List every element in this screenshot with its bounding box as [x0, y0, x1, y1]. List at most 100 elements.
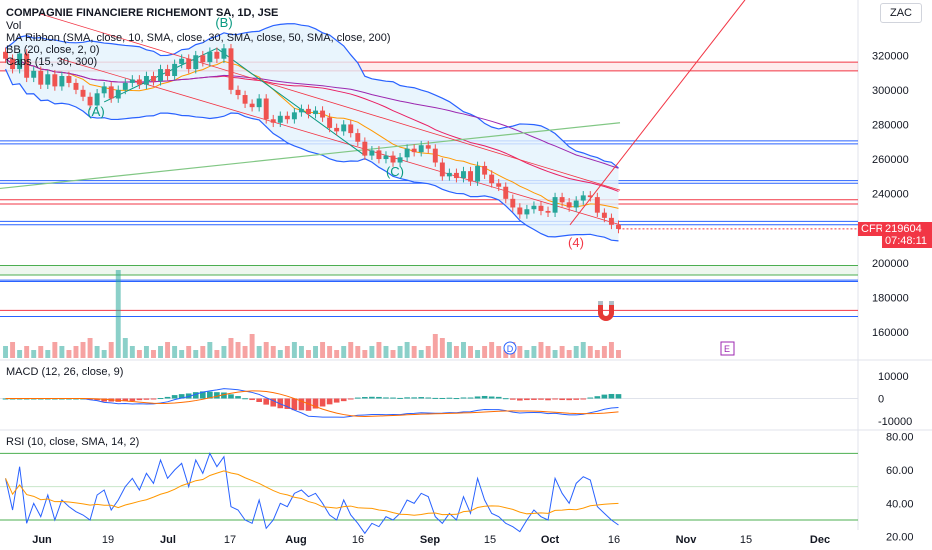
- macd-histogram-bar: [383, 397, 389, 399]
- volume-bar: [242, 346, 248, 358]
- macd-histogram-bar: [333, 398, 340, 403]
- candle-body: [594, 197, 600, 213]
- candle-body: [404, 148, 410, 158]
- macd-histogram-bar: [249, 398, 255, 401]
- macd-histogram-bar: [235, 396, 241, 399]
- dividend-marker-icon[interactable]: [503, 341, 517, 355]
- volume-bar: [101, 350, 107, 358]
- time-tick-label: 17: [224, 534, 236, 546]
- volume-bar: [115, 270, 121, 358]
- level-zone: [0, 62, 858, 71]
- candle-body: [334, 127, 340, 132]
- volume-bar: [186, 346, 192, 358]
- volume-bar: [362, 350, 368, 358]
- candle-body: [475, 165, 481, 182]
- macd-histogram-bar: [171, 395, 178, 399]
- volume-bar: [193, 350, 199, 358]
- trend-channel-lower: [59, 58, 621, 226]
- time-tick-label: Nov: [676, 534, 698, 546]
- macd-histogram-bar: [192, 392, 199, 399]
- candle-body: [313, 110, 318, 115]
- macd-histogram-bar: [439, 397, 446, 399]
- candle-body: [38, 70, 44, 85]
- candle-body: [390, 155, 396, 163]
- candle-body: [552, 197, 558, 213]
- macd-legend[interactable]: MACD (12, 26, close, 9): [6, 366, 124, 378]
- indicator-vol-legend[interactable]: Vol: [6, 20, 22, 32]
- time-tick-label: 16: [608, 534, 620, 546]
- volume-bar: [390, 350, 396, 358]
- candle-body: [122, 82, 128, 90]
- macd-histogram-bar: [418, 397, 425, 399]
- macd-histogram-bar: [474, 396, 481, 399]
- candle-body: [531, 205, 537, 210]
- candle-body: [143, 76, 149, 85]
- price-tick-label: 240000: [872, 189, 909, 201]
- volume-bar: [566, 350, 572, 358]
- candle-body: [601, 212, 607, 218]
- candle-body: [277, 115, 283, 123]
- volume-bar: [207, 342, 213, 358]
- macd-histogram-bar: [531, 398, 537, 400]
- macd-histogram-bar: [509, 398, 516, 400]
- rsi-tick-label: 60.00: [886, 465, 914, 477]
- candle-body: [235, 89, 241, 96]
- macd-histogram-bar: [221, 392, 227, 399]
- time-tick-label: 16: [352, 534, 364, 546]
- candle-body: [31, 70, 37, 78]
- volume-bar: [531, 346, 537, 358]
- candle-body: [214, 51, 220, 59]
- candle-body: [256, 98, 262, 108]
- macd-histogram-bar: [411, 397, 417, 399]
- macd-histogram-bar: [488, 396, 495, 399]
- volume-bar: [235, 342, 241, 358]
- volume-bar: [87, 338, 93, 358]
- indicator-caps-legend[interactable]: Caps (15, 30, 300): [6, 56, 98, 68]
- macd-histogram-bar: [263, 398, 270, 405]
- volume-bar: [341, 346, 347, 358]
- volume-bar: [411, 346, 417, 358]
- time-tick-label: Aug: [285, 534, 306, 546]
- volume-bar: [24, 346, 30, 358]
- volume-bar: [404, 342, 410, 358]
- volume-bar: [503, 350, 509, 358]
- candle-body: [136, 79, 142, 85]
- candle-body: [418, 145, 424, 153]
- time-tick-label: 15: [740, 534, 752, 546]
- candle-body: [24, 53, 30, 78]
- symbol-title[interactable]: COMPAGNIE FINANCIERE RICHEMONT SA, 1D, J…: [6, 7, 279, 19]
- macd-histogram-bar: [587, 397, 594, 399]
- rsi-tick-label: 20.00: [886, 532, 914, 544]
- candle-body: [376, 150, 382, 160]
- rsi-legend[interactable]: RSI (10, close, SMA, 14, 2): [6, 436, 140, 448]
- macd-histogram-bar: [143, 398, 150, 400]
- volume-bar: [298, 346, 304, 358]
- macd-histogram-bar: [129, 398, 136, 401]
- macd-histogram-bar: [481, 395, 488, 399]
- candle-body: [115, 89, 121, 99]
- macd-histogram-bar: [136, 398, 143, 401]
- indicator-bb-legend[interactable]: BB (20, close, 2, 0): [6, 44, 100, 56]
- macd-signal-line: [5, 390, 619, 417]
- macd-histogram-bar: [291, 398, 298, 411]
- volume-bar: [143, 346, 149, 358]
- macd-histogram-bar: [601, 394, 608, 399]
- candle-body: [496, 183, 502, 187]
- candle-body: [207, 51, 213, 63]
- macd-tick-label: 10000: [878, 371, 909, 383]
- indicator-ma-ribbon-legend[interactable]: MA Ribbon (SMA, close, 10, SMA, close, 3…: [6, 32, 391, 44]
- candle-body: [320, 110, 326, 118]
- candle-body: [545, 210, 551, 213]
- earnings-marker-icon[interactable]: [720, 341, 735, 356]
- ma-200-line: [0, 122, 621, 190]
- volume-bar: [468, 346, 473, 358]
- macd-histogram-bar: [319, 398, 326, 407]
- macd-histogram-bar: [517, 398, 523, 401]
- currency-selector[interactable]: ZAC: [880, 3, 922, 23]
- candle-body: [348, 124, 354, 134]
- macd-histogram-bar: [467, 397, 474, 399]
- countdown-label: 07:48:11: [882, 234, 932, 248]
- candle-body: [453, 172, 459, 179]
- candle-body: [517, 207, 523, 215]
